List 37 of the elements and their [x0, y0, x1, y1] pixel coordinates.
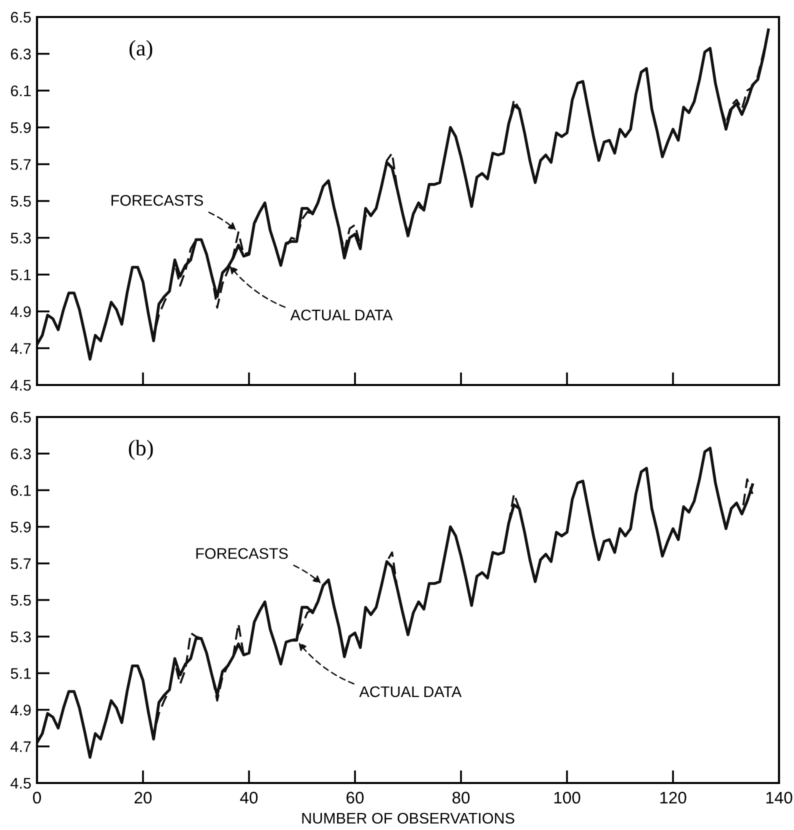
y-tick-label: 4.5: [10, 778, 31, 789]
text: (a): [130, 40, 152, 60]
y-tick-label: 5.3: [10, 631, 31, 642]
annotation: FORECASTS: [196, 548, 288, 559]
y-tick-label: 6.1: [10, 85, 31, 96]
annotation: ACTUAL DATA: [359, 686, 462, 698]
x-tick-label: 140: [766, 792, 792, 804]
text: (b): [128, 440, 153, 460]
y-tick-label: 5.9: [10, 522, 31, 532]
x-tick-label: 100: [554, 792, 580, 804]
y-tick-label: 6.1: [10, 485, 31, 496]
y-tick-label: 5.3: [10, 232, 31, 244]
y-tick-label: 5.7: [10, 558, 31, 570]
x-tick-label: 20: [134, 792, 152, 804]
x-tick-label: 60: [346, 792, 364, 804]
y-tick-label: 6.5: [10, 412, 31, 423]
x-axis-title: NUMBER OF OBSERVATIONS: [302, 812, 514, 824]
y-tick-label: 5.1: [10, 668, 31, 679]
y-tick-label: 5.5: [10, 595, 31, 606]
y-tick-label: 4.7: [10, 741, 31, 752]
y-tick-label: 6.5: [10, 12, 31, 23]
y-tick-label: 5.1: [10, 270, 31, 280]
y-tick-label: 6.3: [10, 448, 31, 460]
annotation: ACTUAL DATA: [290, 310, 393, 320]
y-tick-label: 4.9: [10, 306, 31, 318]
x-tick-label: 40: [240, 792, 258, 804]
y-tick-label: 4.7: [10, 343, 31, 354]
x-tick-label: 80: [452, 792, 470, 804]
y-tick-label: 5.7: [10, 159, 31, 170]
y-tick-label: 5.5: [10, 196, 31, 207]
y-tick-label: 6.3: [10, 48, 31, 60]
x-tick-label: 120: [660, 792, 686, 804]
x-tick-label: 0: [33, 792, 41, 804]
y-tick-label: 5.9: [10, 122, 31, 134]
y-tick-label: 4.5: [10, 380, 31, 391]
y-tick-label: 4.9: [10, 704, 31, 716]
annotation: FORECASTS: [112, 195, 203, 206]
